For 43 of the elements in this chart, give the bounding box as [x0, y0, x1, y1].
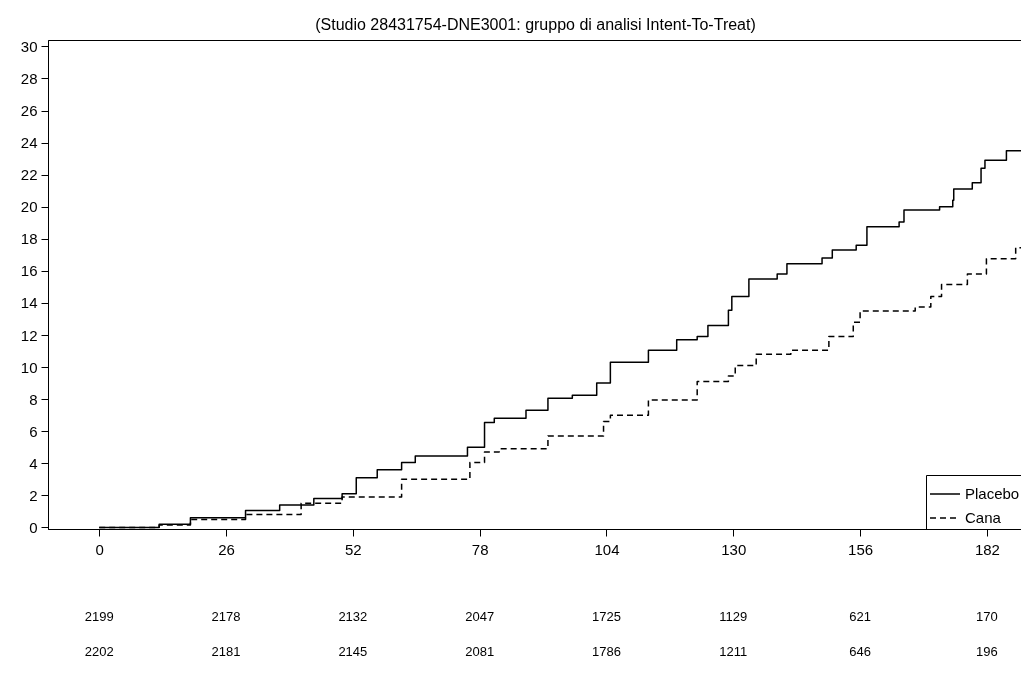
chart-title: (Studio 28431754-DNE3001: gruppo di analisi Intent-To-Treat) — [315, 16, 756, 34]
y-tick-label: 30 — [20, 37, 38, 55]
text: 2132 — [338, 609, 368, 624]
x-tick-label: 156 — [848, 540, 874, 558]
y-tick-label: 22 — [20, 166, 38, 184]
y-tick-label: 10 — [20, 358, 38, 376]
text: 2202 — [84, 644, 114, 659]
y-tick-label: 16 — [20, 262, 38, 280]
legend-label: Cana — [965, 509, 1002, 526]
x-tick-label: 104 — [594, 540, 620, 558]
text: 196 — [976, 644, 998, 659]
y-tick-label: 8 — [29, 390, 38, 408]
text: 170 — [976, 609, 998, 624]
text: 1725 — [592, 609, 621, 624]
text: 2199 — [84, 609, 114, 624]
text: 2145 — [338, 644, 368, 659]
y-tick-label: 28 — [20, 69, 38, 87]
y-tick-label: 26 — [20, 102, 38, 120]
text: 2047 — [465, 609, 495, 624]
legend-label: Placebo — [965, 485, 1020, 502]
y-tick-label: 12 — [20, 326, 38, 344]
x-tick-label: 0 — [95, 540, 104, 558]
text: 646 — [849, 644, 871, 659]
text: 2178 — [211, 609, 241, 624]
y-tick-label: 18 — [20, 230, 38, 248]
y-tick-label: 2 — [29, 486, 38, 504]
x-tick-label: 52 — [345, 540, 362, 558]
x-tick-label: 26 — [218, 540, 235, 558]
x-tick-label: 78 — [471, 540, 489, 558]
y-tick-label: 0 — [29, 518, 38, 536]
text: 621 — [849, 609, 871, 624]
y-tick-label: 6 — [29, 422, 38, 440]
text: 2181 — [211, 644, 241, 659]
y-tick-label: 4 — [29, 454, 38, 472]
x-tick-label: 182 — [974, 540, 1000, 558]
text: 1211 — [719, 644, 748, 659]
x-tick-label: 130 — [721, 540, 747, 558]
y-tick-label: 14 — [20, 294, 38, 312]
text: 1129 — [719, 609, 748, 624]
y-tick-label: 20 — [20, 198, 38, 216]
text: 2081 — [465, 644, 495, 659]
text: 1786 — [592, 644, 621, 659]
y-tick-label: 24 — [20, 134, 38, 152]
